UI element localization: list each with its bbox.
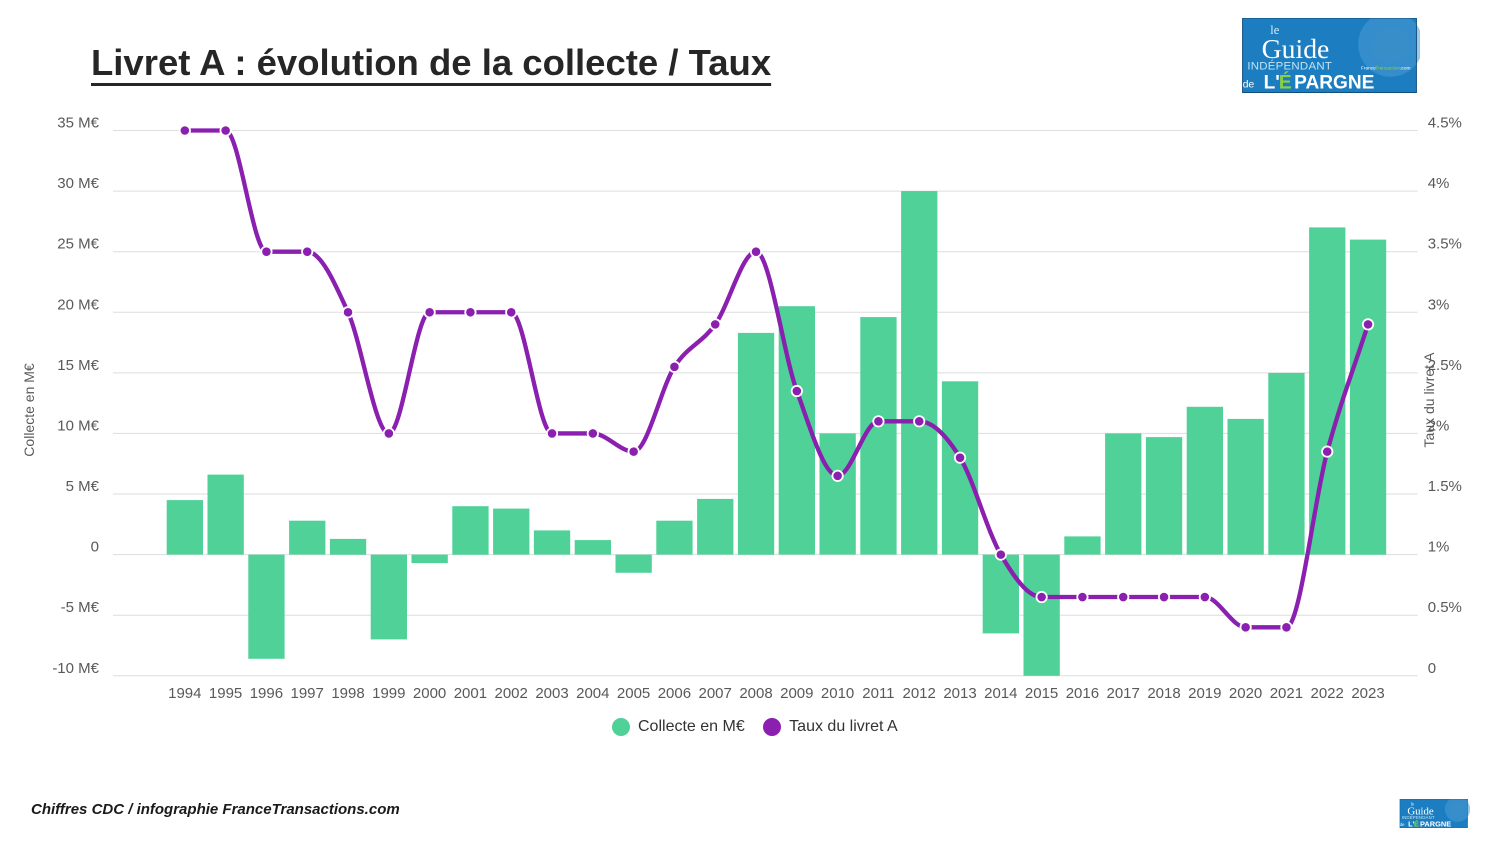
- svg-text:1996: 1996: [250, 685, 283, 702]
- svg-text:2001: 2001: [454, 685, 487, 702]
- svg-text:2002: 2002: [495, 685, 528, 702]
- svg-text:2020: 2020: [1229, 685, 1262, 702]
- svg-text:3%: 3%: [1428, 296, 1450, 313]
- svg-text:2010: 2010: [821, 685, 854, 702]
- svg-text:3.5%: 3.5%: [1428, 236, 1462, 253]
- svg-text:2023: 2023: [1351, 685, 1384, 702]
- svg-text:2003: 2003: [535, 685, 568, 702]
- svg-text:2005: 2005: [617, 685, 650, 702]
- svg-text:20 M€: 20 M€: [57, 296, 99, 313]
- svg-text:0: 0: [91, 539, 99, 556]
- svg-text:2007: 2007: [699, 685, 732, 702]
- svg-text:1997: 1997: [291, 685, 324, 702]
- svg-text:2022: 2022: [1311, 685, 1344, 702]
- svg-text:2021: 2021: [1270, 685, 1303, 702]
- svg-text:1994: 1994: [168, 685, 201, 702]
- svg-text:-10 M€: -10 M€: [52, 660, 99, 677]
- svg-text:Collecte en M€: Collecte en M€: [21, 363, 37, 457]
- svg-text:30 M€: 30 M€: [57, 175, 99, 192]
- svg-text:2013: 2013: [943, 685, 976, 702]
- svg-text:1998: 1998: [331, 685, 364, 702]
- svg-text:1995: 1995: [209, 685, 242, 702]
- svg-text:2019: 2019: [1188, 685, 1221, 702]
- svg-text:2004: 2004: [576, 685, 609, 702]
- svg-text:2014: 2014: [984, 685, 1017, 702]
- svg-text:-5 M€: -5 M€: [61, 599, 100, 616]
- svg-text:2011: 2011: [862, 685, 894, 702]
- svg-text:1999: 1999: [372, 685, 405, 702]
- svg-text:2015: 2015: [1025, 685, 1058, 702]
- svg-text:2012: 2012: [903, 685, 936, 702]
- svg-text:10 M€: 10 M€: [57, 417, 99, 434]
- svg-text:0.5%: 0.5%: [1428, 599, 1462, 616]
- svg-text:1.5%: 1.5%: [1428, 478, 1462, 495]
- svg-text:4%: 4%: [1428, 175, 1450, 192]
- svg-text:4.5%: 4.5%: [1428, 115, 1462, 132]
- svg-text:2008: 2008: [739, 685, 772, 702]
- svg-text:Taux du livret A: Taux du livret A: [1421, 352, 1437, 448]
- svg-text:5 M€: 5 M€: [66, 478, 100, 495]
- svg-text:2018: 2018: [1147, 685, 1180, 702]
- svg-text:2009: 2009: [780, 685, 813, 702]
- svg-text:2000: 2000: [413, 685, 446, 702]
- svg-text:15 M€: 15 M€: [57, 357, 99, 374]
- svg-text:2016: 2016: [1066, 685, 1099, 702]
- svg-text:25 M€: 25 M€: [57, 236, 99, 253]
- svg-text:0: 0: [1428, 660, 1436, 677]
- svg-text:2017: 2017: [1107, 685, 1140, 702]
- svg-text:2006: 2006: [658, 685, 691, 702]
- svg-text:35 M€: 35 M€: [57, 115, 99, 132]
- svg-text:1%: 1%: [1428, 539, 1450, 556]
